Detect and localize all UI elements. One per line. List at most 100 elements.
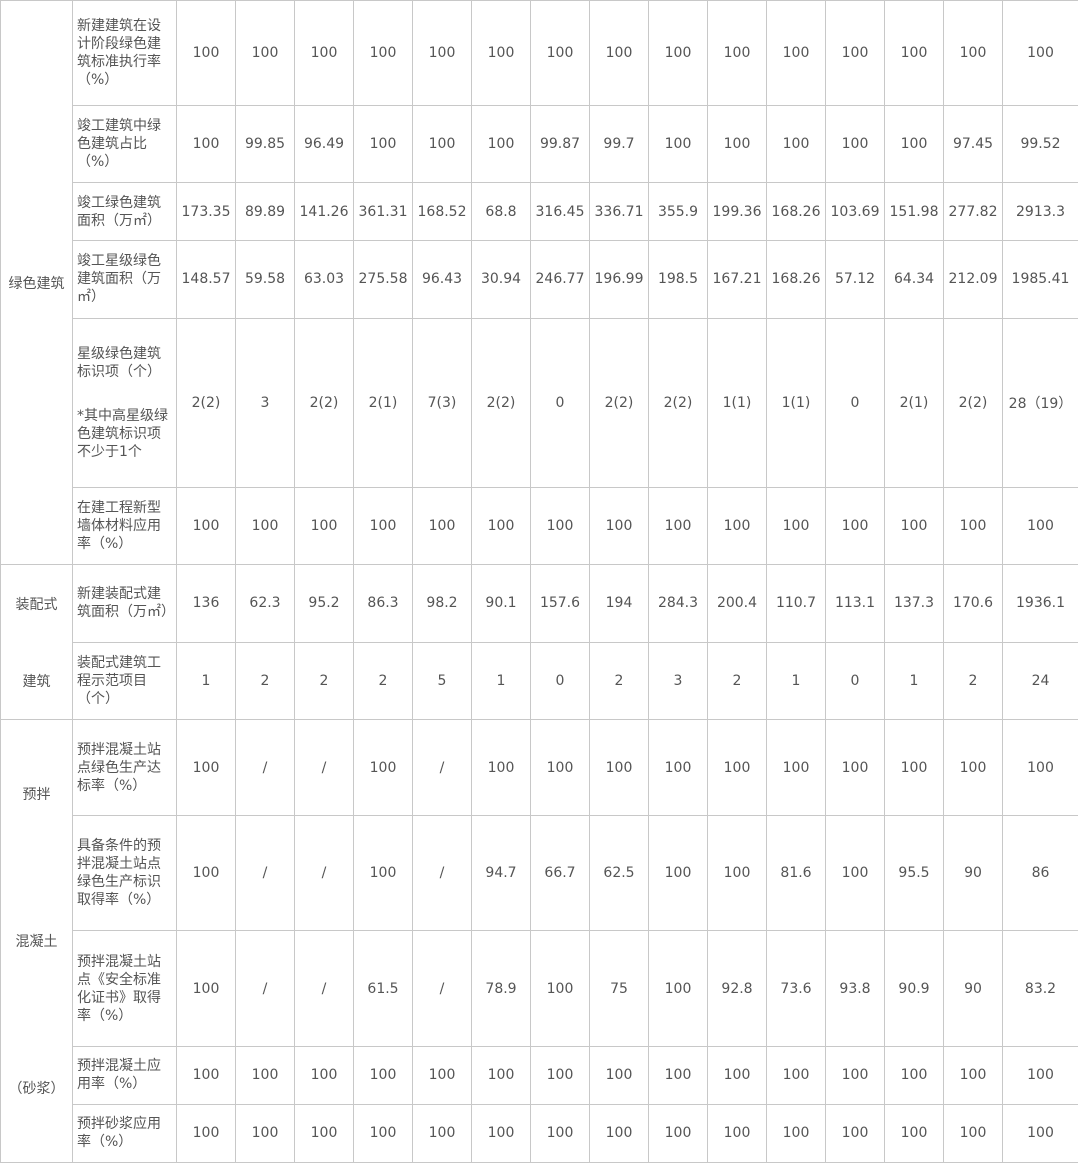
data-cell: 73.6 xyxy=(767,931,826,1046)
data-cell: 100 xyxy=(708,106,767,183)
data-cell: 100 xyxy=(826,816,885,931)
data-cell: 100 xyxy=(413,1104,472,1162)
data-cell: 199.36 xyxy=(708,183,767,241)
data-cell: 316.45 xyxy=(531,183,590,241)
row-label-text: 具备条件的预拌混凝土站点绿色生产标识取得率（%） xyxy=(77,837,172,909)
data-cell: 2(1) xyxy=(354,318,413,487)
data-cell: 200.4 xyxy=(708,565,767,643)
data-cell: 100 xyxy=(708,1104,767,1162)
data-cell: 100 xyxy=(1003,487,1078,564)
data-cell: / xyxy=(236,816,295,931)
data-cell: 148.57 xyxy=(177,241,236,318)
data-cell: 100 xyxy=(944,487,1003,564)
data-cell: 275.58 xyxy=(354,241,413,318)
data-cell: 99.52 xyxy=(1003,106,1078,183)
data-cell: 2(2) xyxy=(295,318,354,487)
data-cell: 361.31 xyxy=(354,183,413,241)
data-cell: 100 xyxy=(531,1,590,106)
data-cell: 100 xyxy=(826,1,885,106)
data-cell: 100 xyxy=(295,1,354,106)
data-cell: 100 xyxy=(944,1,1003,106)
data-cell: 0 xyxy=(826,642,885,720)
data-cell: 100 xyxy=(177,1046,236,1104)
data-cell: 100 xyxy=(826,720,885,816)
data-cell: 100 xyxy=(295,1104,354,1162)
data-cell: 100 xyxy=(1003,1,1078,106)
data-cell: 100 xyxy=(472,1046,531,1104)
data-cell: 100 xyxy=(885,1046,944,1104)
data-cell: 100 xyxy=(767,1046,826,1104)
data-cell: 100 xyxy=(354,106,413,183)
data-cell: 151.98 xyxy=(885,183,944,241)
data-cell: 100 xyxy=(885,1,944,106)
data-cell: 100 xyxy=(413,487,472,564)
data-cell: 3 xyxy=(236,318,295,487)
data-cell: 100 xyxy=(885,720,944,816)
data-cell: 100 xyxy=(649,1,708,106)
row-label-text: 新建建筑在设计阶段绿色建筑标准执行率（%） xyxy=(77,17,172,89)
data-cell: 100 xyxy=(944,720,1003,816)
row-label: 具备条件的预拌混凝土站点绿色生产标识取得率（%） xyxy=(73,816,177,931)
row-label-text: 装配式建筑工程示范项目（个） xyxy=(77,654,172,708)
data-cell: 100 xyxy=(590,487,649,564)
data-cell: 99.85 xyxy=(236,106,295,183)
data-cell: 100 xyxy=(177,720,236,816)
row-label: 预拌混凝土站点《安全标准化证书》取得率（%） xyxy=(73,931,177,1046)
data-cell: 100 xyxy=(885,1104,944,1162)
row-label-text: 竣工绿色建筑面积（万㎡） xyxy=(77,194,172,230)
group-cell: 绿色建筑 xyxy=(1,1,73,565)
data-cell: 194 xyxy=(590,565,649,643)
data-cell: 100 xyxy=(531,931,590,1046)
data-cell: 1 xyxy=(885,642,944,720)
data-cell: 100 xyxy=(472,1,531,106)
row-label: 装配式建筑工程示范项目（个） xyxy=(73,642,177,720)
data-cell: / xyxy=(413,720,472,816)
data-cell: 2 xyxy=(295,642,354,720)
data-cell: 100 xyxy=(177,1,236,106)
data-cell: 336.71 xyxy=(590,183,649,241)
data-cell: / xyxy=(413,931,472,1046)
data-cell: 100 xyxy=(413,1,472,106)
data-cell: 113.1 xyxy=(826,565,885,643)
data-cell: 90.9 xyxy=(885,931,944,1046)
data-cell: 167.21 xyxy=(708,241,767,318)
data-cell: 103.69 xyxy=(826,183,885,241)
data-cell: 1 xyxy=(472,642,531,720)
data-cell: 100 xyxy=(177,816,236,931)
data-cell: 90.1 xyxy=(472,565,531,643)
data-cell: 100 xyxy=(708,816,767,931)
data-cell: 100 xyxy=(649,1104,708,1162)
row-label-text: 新建装配式建筑面积（万㎡） xyxy=(77,585,172,621)
data-cell: 1985.41 xyxy=(1003,241,1078,318)
group-label-line: 预拌 xyxy=(23,784,51,804)
data-cell: 24 xyxy=(1003,642,1078,720)
data-cell: 2(2) xyxy=(590,318,649,487)
row-label: 在建工程新型墙体材料应用率（%） xyxy=(73,487,177,564)
data-cell: 100 xyxy=(767,1104,826,1162)
data-cell: 168.26 xyxy=(767,183,826,241)
row-label: 新建建筑在设计阶段绿色建筑标准执行率（%） xyxy=(73,1,177,106)
data-cell: 75 xyxy=(590,931,649,1046)
data-cell: 100 xyxy=(590,1,649,106)
data-cell: 1(1) xyxy=(708,318,767,487)
data-cell: 68.8 xyxy=(472,183,531,241)
data-cell: 2(2) xyxy=(472,318,531,487)
data-cell: 89.89 xyxy=(236,183,295,241)
data-cell: 100 xyxy=(236,1,295,106)
data-cell: 98.2 xyxy=(413,565,472,643)
data-cell: 2(2) xyxy=(944,318,1003,487)
data-cell: 0 xyxy=(826,318,885,487)
data-cell: 90 xyxy=(944,816,1003,931)
data-cell: 100 xyxy=(649,931,708,1046)
row-label-text: 在建工程新型墙体材料应用率（%） xyxy=(77,499,172,553)
row-label-text: 竣工建筑中绿色建筑占比（%） xyxy=(77,117,172,171)
row-label-text: 竣工星级绿色建筑面积（万㎡） xyxy=(77,252,172,306)
